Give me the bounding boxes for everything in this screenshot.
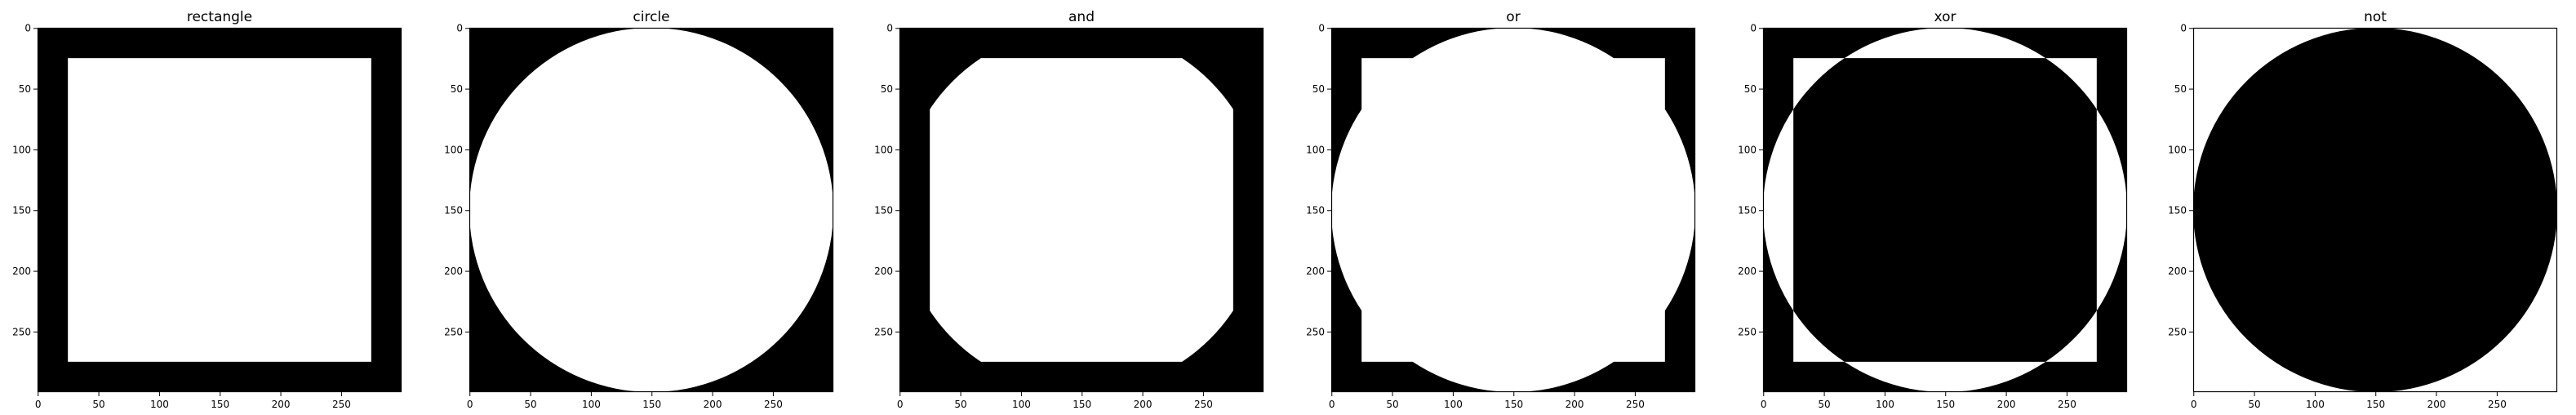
x-tick-label: 100	[2306, 399, 2325, 410]
y-tick-label: 0	[1318, 23, 1325, 34]
x-tick-label: 50	[954, 399, 966, 410]
x-tick-label: 150	[211, 399, 229, 410]
y-tick-label: 250	[2168, 326, 2187, 337]
y-tick-label: 50	[451, 83, 463, 95]
x-tick-label: 250	[1626, 399, 1645, 410]
axes-frame	[1762, 27, 2128, 393]
x-tick-label: 50	[92, 399, 104, 410]
y-tick-label: 200	[874, 266, 893, 277]
x-tick-label: 150	[1073, 399, 1091, 410]
mask-image-or	[1331, 28, 1695, 392]
y-tick-label: 50	[1744, 83, 1757, 95]
y-tick-label: 0	[2180, 23, 2187, 34]
y-tick-label: 150	[1738, 205, 1757, 216]
x-tick-label: 0	[1329, 399, 1335, 410]
y-tick-label: 100	[874, 144, 893, 155]
panel-rectangle: rectangle 0 50 100 150 200 250 0 50 100 150 200 250	[12, 9, 402, 410]
y-tick-label: 200	[1738, 266, 1757, 277]
x-tick-label: 200	[272, 399, 291, 410]
x-tick-label: 0	[897, 399, 904, 410]
y-tick-label: 150	[874, 205, 893, 216]
panel-title: circle	[633, 9, 669, 25]
y-tick-label: 150	[2168, 205, 2187, 216]
panel-or: or 0 50 100 150 200 250 0 50 100 150 200 250	[1306, 9, 1696, 410]
axes-frame	[37, 27, 402, 393]
y-tick-label: 100	[12, 144, 31, 155]
x-tick-label: 250	[764, 399, 783, 410]
mask-image-xor	[1763, 28, 2127, 392]
x-tick-label: 250	[2488, 399, 2507, 410]
panel-and: and 0 50 100 150 200 250 0 50 100 150 200 250	[874, 9, 1264, 410]
y-tick-label: 200	[444, 266, 463, 277]
panel-not: not 0 50 100 150 200 250 0 50 100 150 200 250	[2168, 9, 2558, 410]
panel-title: and	[1068, 9, 1095, 25]
x-tick-label: 150	[642, 399, 661, 410]
axes-frame	[899, 27, 1264, 393]
y-tick-label: 200	[1306, 266, 1325, 277]
x-tick-label: 50	[2248, 399, 2260, 410]
panel-circle: circle 0 50 100 150 200 250 0 50 100 150 200 250	[444, 9, 834, 410]
y-tick-label: 200	[2168, 266, 2187, 277]
panel-xor: xor 0 50 100 150 200 250 0 50 100 150 200 250	[1738, 9, 2128, 410]
x-tick-label: 150	[1936, 399, 1955, 410]
x-tick-label: 200	[1134, 399, 1153, 410]
x-tick-label: 0	[1761, 399, 1767, 410]
y-tick-label: 0	[886, 23, 893, 34]
x-tick-label: 100	[1012, 399, 1031, 410]
y-tick-label: 0	[456, 23, 463, 34]
y-tick-label: 150	[12, 205, 31, 216]
y-tick-label: 250	[444, 326, 463, 337]
y-tick-label: 250	[874, 326, 893, 337]
x-tick-label: 100	[582, 399, 601, 410]
x-tick-label: 0	[35, 399, 42, 410]
x-tick-label: 150	[1504, 399, 1523, 410]
x-tick-label: 200	[1997, 399, 2016, 410]
x-tick-label: 100	[1444, 399, 1463, 410]
y-tick-label: 150	[444, 205, 463, 216]
panel-title: xor	[1934, 9, 1956, 25]
mask-image-not	[2193, 28, 2557, 392]
x-tick-label: 0	[467, 399, 473, 410]
y-tick-label: 100	[2168, 144, 2187, 155]
x-tick-label: 100	[150, 399, 169, 410]
y-tick-label: 0	[24, 23, 31, 34]
axes-frame	[469, 27, 834, 393]
y-tick-label: 0	[1750, 23, 1757, 34]
y-tick-label: 100	[444, 144, 463, 155]
y-tick-label: 200	[12, 266, 31, 277]
x-tick-label: 250	[2058, 399, 2076, 410]
x-tick-label: 200	[704, 399, 722, 410]
y-tick-label: 250	[1738, 326, 1757, 337]
mask-image-circle	[469, 28, 833, 392]
axes-frame	[2192, 27, 2558, 393]
x-tick-label: 200	[1566, 399, 1584, 410]
y-tick-label: 250	[12, 326, 31, 337]
y-tick-label: 150	[1306, 205, 1325, 216]
panel-title: rectangle	[187, 9, 252, 25]
x-tick-label: 100	[1876, 399, 1894, 410]
axes-frame	[1330, 27, 1696, 393]
mask-image-rectangle	[38, 28, 402, 392]
x-tick-label: 50	[1386, 399, 1398, 410]
panel-title: or	[1506, 9, 1520, 25]
y-tick-label: 50	[2174, 83, 2187, 95]
y-tick-label: 250	[1306, 326, 1325, 337]
panel-title: not	[2364, 9, 2387, 25]
y-tick-label: 50	[1312, 83, 1325, 95]
x-tick-label: 50	[524, 399, 536, 410]
x-tick-label: 200	[2427, 399, 2446, 410]
x-tick-label: 50	[1818, 399, 1830, 410]
y-tick-label: 50	[881, 83, 893, 95]
x-tick-label: 0	[2191, 399, 2197, 410]
mask-image-and	[899, 28, 1264, 392]
x-tick-label: 250	[1194, 399, 1213, 410]
y-tick-label: 100	[1738, 144, 1757, 155]
y-tick-label: 50	[19, 83, 31, 95]
x-tick-label: 250	[332, 399, 351, 410]
x-tick-label: 150	[2366, 399, 2385, 410]
y-tick-label: 100	[1306, 144, 1325, 155]
